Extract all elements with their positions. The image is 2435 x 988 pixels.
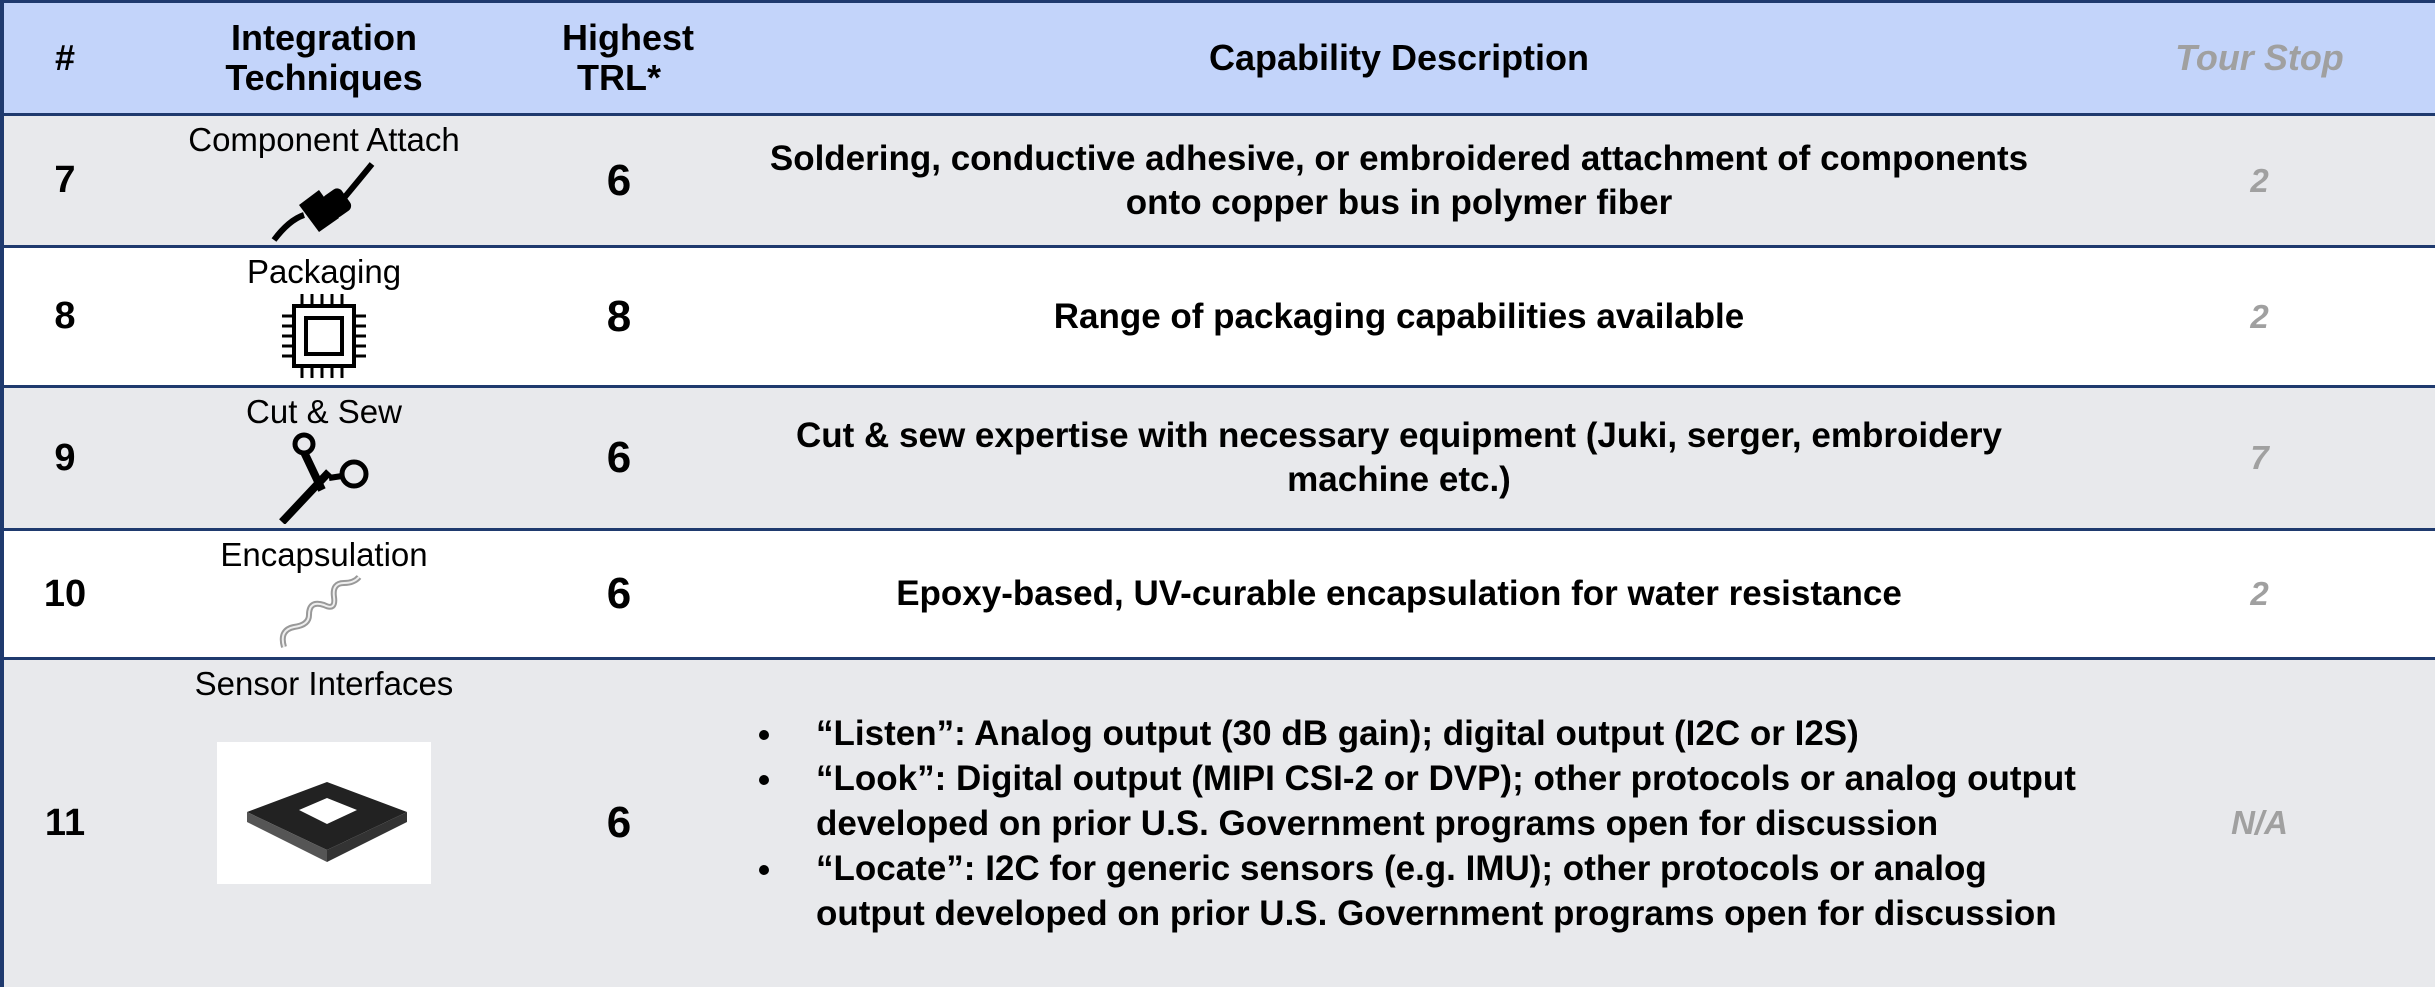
technique: Encapsulation [126,530,522,659]
number: 11 [44,801,86,844]
trl: 6 [606,798,632,848]
description: Soldering, conductive adhesive, or embro… [769,138,2029,222]
bullet: “Look”: Digital output (MIPI CSI-2 or DV… [786,756,2082,846]
header-cell: # [54,37,76,78]
trl: 6 [606,155,632,205]
technique: Packaging [126,247,522,387]
row: 10 Encapsulation 6 Epoxy-based, UV-curab… [2,529,2435,659]
trl: 8 [606,291,632,341]
tour-stop: 2 [2250,161,2269,199]
number: 10 [43,572,87,615]
technique: Cut & Sew [126,387,522,530]
bullet-list: “Listen”: Analog output (30 dB gain); di… [716,711,2082,936]
header-cell: Highest TRL* [562,17,695,98]
description: Cut & sew expertise with necessary equip… [796,416,2002,499]
sensor-image [217,742,431,884]
header-cell: Integration Techniques [225,17,423,98]
number: 8 [54,295,76,337]
technique-label: Encapsulation [220,536,428,573]
header-cell: Tour Stop [2175,37,2344,78]
header-row: # Integration Techniques Highest TRL* Ca… [2,1,2435,115]
trl: 6 [606,569,632,618]
number: 9 [54,436,76,479]
row: 7 Component Attach 6 Soldering, conducti… [2,114,2435,247]
description: Epoxy-based, UV-curable encapsulation fo… [896,574,1902,613]
header-cell: Capability Description [1208,37,1590,78]
technique-label: Component Attach [188,121,460,158]
trl: 6 [606,433,632,482]
technique: Component Attach [126,115,522,247]
technique-label: Packaging [246,253,402,290]
technique: Sensor Interfaces [126,659,522,987]
number: 7 [54,159,76,201]
technique-label: Cut & Sew [246,393,402,430]
wave-icon [279,575,362,648]
tour-stop: 2 [2250,575,2269,612]
bullet: “Locate”: I2C for generic sensors (e.g. … [786,846,2082,936]
description: “Listen”: Analog output (30 dB gain); di… [716,659,2082,987]
row: 8 Packaging 8 Range of packaging capabil… [2,246,2435,387]
plug-icon [271,162,375,242]
row: 9 Cut & Sew 6 Cut & sew expertise with n… [2,386,2435,530]
row: 11 Sensor Interfaces 6 “Listen”: Analog … [2,658,2435,987]
tour-stop: 7 [2250,439,2269,476]
bullet: “Listen”: Analog output (30 dB gain); di… [786,711,2082,756]
chip-icon [282,294,366,378]
technique-label: Sensor Interfaces [194,665,454,702]
scissors-icon [279,432,369,524]
tour-stop: N/A [2231,804,2288,842]
description: Range of packaging capabilities availabl… [1053,296,1745,336]
tour-stop: 2 [2250,297,2269,335]
